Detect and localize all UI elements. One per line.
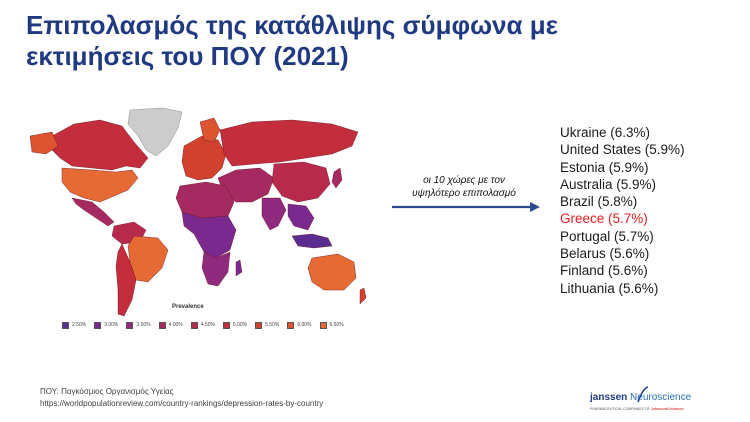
region-europe: [181, 135, 227, 181]
country-list-item: Estonia (5.9%): [560, 159, 649, 175]
region-madagascar: [235, 259, 243, 277]
region-china: [271, 161, 331, 203]
legend-item: 6.00%: [287, 321, 312, 329]
region-japan: [331, 167, 343, 189]
top-countries-list: Ukraine (6.3%) United States (5.9%) Estoni…: [560, 124, 740, 297]
legend-item: 3.00%: [94, 321, 119, 329]
logo-parent: Johnson&Johnson: [650, 406, 684, 411]
region-alaska: [29, 131, 59, 155]
region-south-america-south: [115, 243, 137, 317]
legend-label: 6.00%: [297, 322, 312, 328]
region-southeast-asia: [287, 203, 315, 231]
legend-label: 3.50%: [136, 322, 151, 328]
slide-title-line-1: Επιπολασμός της κατάθλιψης σύμφωνα με: [26, 10, 558, 40]
country-list-item: Belarus (5.6%): [560, 246, 650, 262]
region-brazil: [127, 235, 169, 283]
legend-swatch: [62, 321, 69, 329]
legend-label: 2.50%: [72, 322, 87, 328]
region-australia: [307, 253, 357, 291]
map-legend: 2.50% 3.00% 3.50% 4.00% 4.50% 5.00% 5.50% 6.00%…: [62, 320, 344, 330]
callout-line-2: υψηλότερο επιπολασμό: [412, 188, 516, 199]
logo-wordmark: janssen Neuroscience: [590, 392, 691, 403]
legend-swatch: [222, 321, 230, 329]
legend-label: 6.50%: [329, 322, 344, 328]
source-note: ΠΟΥ: Παγκόσμιος Οργανισμός Υγείας https:…: [40, 386, 380, 410]
region-greenland: [127, 107, 183, 157]
country-list-item: Greece (5.7%): [560, 211, 648, 227]
legend-item: 2.50%: [62, 321, 87, 329]
region-southern-africa: [201, 251, 231, 287]
legend-swatch: [287, 321, 295, 329]
legend-swatch: [319, 321, 327, 329]
country-list-item: Ukraine (6.3%): [560, 125, 651, 140]
logo-swoosh-icon: [637, 386, 649, 403]
region-indonesia: [291, 233, 333, 249]
region-canada: [49, 119, 149, 171]
country-list-item: Finland (5.6%): [560, 263, 648, 279]
legend-swatch: [126, 321, 134, 329]
legend-item: 6.50%: [319, 321, 344, 329]
legend-item: 5.00%: [222, 321, 248, 329]
legend-label: 5.50%: [265, 322, 280, 328]
region-north-africa: [175, 181, 235, 219]
legend-swatch: [94, 321, 102, 329]
legend-label: 4.50%: [200, 322, 215, 328]
region-mexico: [71, 197, 115, 227]
logo-subline: PHARMACEUTICAL COMPANIES OF Johnson&John…: [590, 406, 684, 411]
legend-item: 5.50%: [255, 321, 280, 329]
legend-swatch: [158, 321, 166, 329]
region-russia: [219, 119, 359, 167]
logo-sub-text: PHARMACEUTICAL COMPANIES OF: [590, 407, 650, 411]
legend-label: 5.00%: [232, 322, 248, 328]
callout-text: οι 10 χώρες με τον υψηλότερο επιπολασμό: [393, 174, 535, 204]
legend-title: Prevalence: [172, 304, 204, 310]
country-list-item: Lithuania (5.6%): [560, 280, 659, 296]
world-map: Prevalence: [22, 106, 370, 338]
legend-label: 3.00%: [104, 322, 119, 328]
country-list-item: Portugal (5.7%): [560, 228, 654, 244]
world-map-svg: [29, 107, 367, 317]
logo-division: Neuroscience: [630, 392, 692, 403]
source-line-1: ΠΟΥ: Παγκόσμιος Οργανισμός Υγείας: [40, 387, 174, 396]
legend-item: 4.00%: [158, 321, 183, 329]
source-url: https://worldpopulationreview.com/countr…: [40, 399, 324, 408]
region-usa: [61, 167, 139, 203]
legend-swatch: [190, 321, 198, 329]
region-scandinavia: [199, 117, 221, 143]
country-list-item: United States (5.9%): [560, 142, 685, 158]
janssen-neuroscience-logo: janssen Neuroscience PHARMACEUTICAL COMP…: [590, 386, 720, 416]
slide-title-line-2: εκτιμήσεις του ΠΟΥ (2021): [26, 41, 349, 71]
legend-label: 4.00%: [168, 322, 183, 328]
region-india: [261, 197, 287, 231]
region-central-africa: [181, 211, 237, 259]
legend-item: 4.50%: [190, 321, 215, 329]
country-list-item: Brazil (5.8%): [560, 194, 638, 210]
legend-swatch: [255, 321, 263, 329]
slide-title: Επιπολασμός της κατάθλιψης σύμφωνα με εκ…: [26, 10, 716, 72]
legend-item: 3.50%: [126, 321, 151, 329]
callout-arrow: [392, 202, 540, 212]
callout-line-1: οι 10 χώρες με τον: [423, 175, 505, 186]
logo-brand: janssen: [590, 392, 628, 403]
country-list-item: Australia (5.9%): [560, 176, 657, 192]
region-new-zealand: [359, 287, 367, 305]
